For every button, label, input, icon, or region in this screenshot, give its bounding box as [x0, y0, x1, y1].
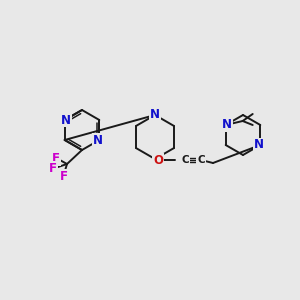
Text: N: N	[150, 107, 160, 121]
Text: F: F	[49, 161, 57, 175]
Text: N: N	[222, 118, 232, 131]
Text: N: N	[254, 139, 264, 152]
Text: N: N	[61, 113, 71, 127]
Text: F: F	[60, 169, 68, 182]
Text: O: O	[153, 154, 163, 166]
Text: F: F	[52, 152, 60, 166]
Text: C: C	[181, 155, 189, 165]
Text: C: C	[197, 155, 205, 165]
Text: N: N	[93, 134, 103, 146]
